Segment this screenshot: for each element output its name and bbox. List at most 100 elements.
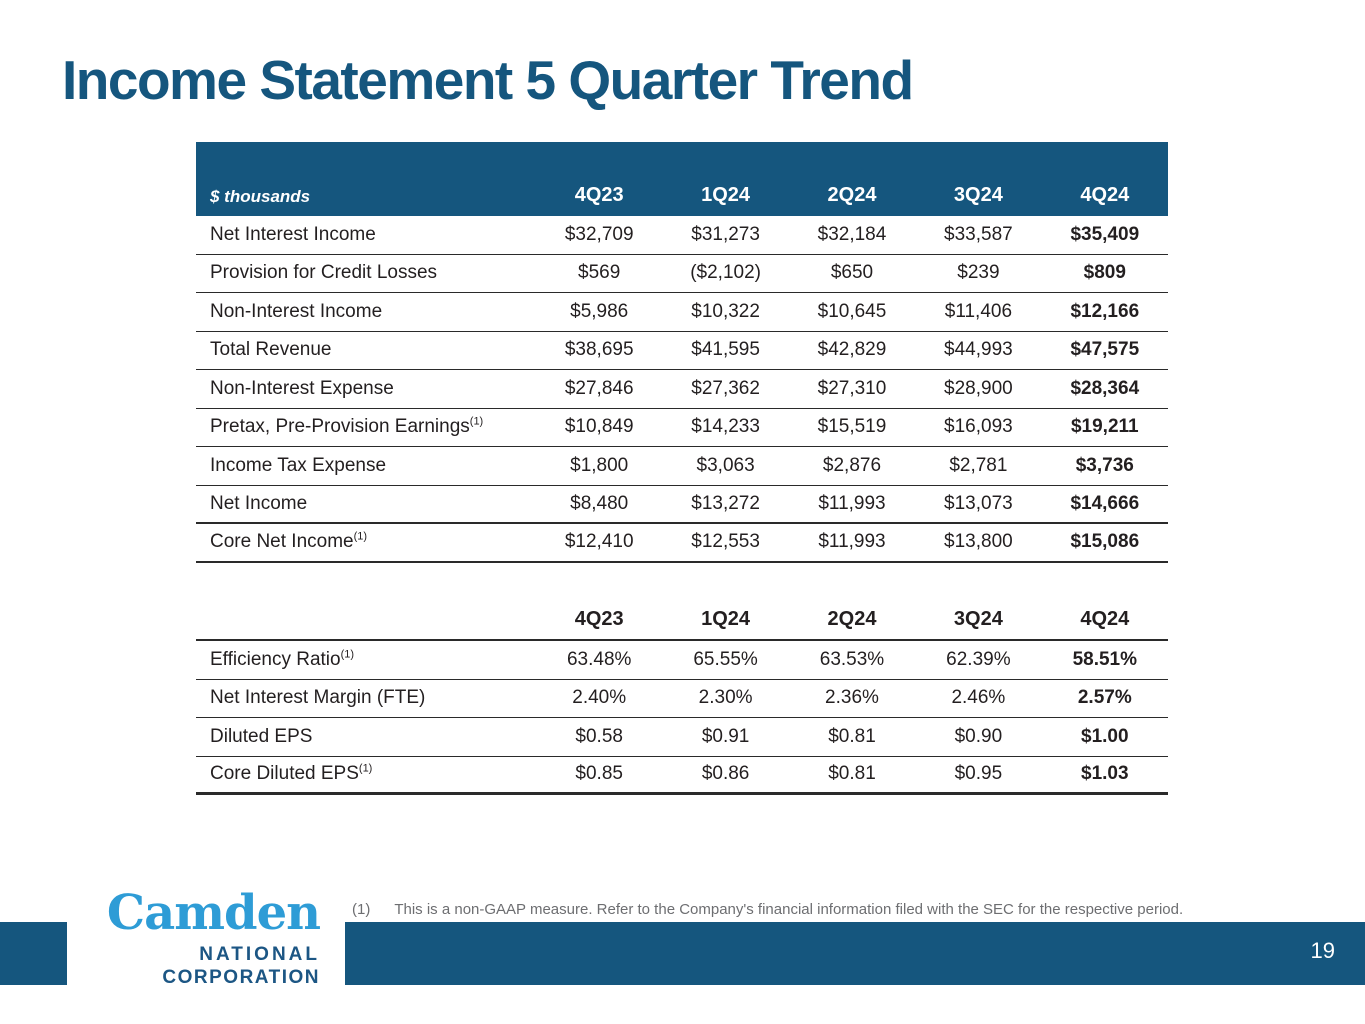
cell-3q24: $0.90 xyxy=(954,725,1003,747)
cell-2q24: $650 xyxy=(830,262,874,284)
row-label: Total Revenue xyxy=(210,339,332,361)
cell-4q23: $10,849 xyxy=(564,416,634,438)
cell-2q24: $15,519 xyxy=(817,416,887,438)
footer-bar-right: 19 xyxy=(345,922,1365,985)
row-label: Core Net Income(1) xyxy=(210,530,368,553)
cell-4q24: $3,736 xyxy=(1075,454,1134,476)
logo-line-national: NATIONAL xyxy=(199,944,320,966)
cell-2q24: $0.81 xyxy=(828,763,876,785)
table-row: Pretax, Pre-Provision Earnings(1) $10,84… xyxy=(196,409,1168,447)
cell-3q24: $16,093 xyxy=(944,416,1013,438)
table-row: Core Diluted EPS(1) $0.85 $0.86 $0.81 $0… xyxy=(196,757,1168,795)
cell-1q24: 2.30% xyxy=(698,687,753,709)
cell-4q24: $47,575 xyxy=(1070,339,1140,361)
cell-2q24: $27,310 xyxy=(817,377,887,399)
footnote: (1) This is a non-GAAP measure. Refer to… xyxy=(352,901,1183,918)
cell-4q23: $8,480 xyxy=(570,492,629,514)
cell-4q23: $5,986 xyxy=(570,300,629,322)
row-label: Core Diluted EPS(1) xyxy=(210,762,373,785)
table-row: Core Net Income(1) $12,410 $12,553 $11,9… xyxy=(196,524,1168,563)
table-row: Total Revenue $38,695 $41,595 $42,829 $4… xyxy=(196,332,1168,370)
table-row: Diluted EPS $0.58 $0.91 $0.81 $0.90 $1.0… xyxy=(196,718,1168,757)
cell-1q24: ($2,102) xyxy=(690,262,761,284)
footnote-text: This is a non-GAAP measure. Refer to the… xyxy=(394,901,1184,918)
row-label: Non-Interest Expense xyxy=(210,377,394,399)
table-row: Efficiency Ratio(1) 63.48% 65.55% 63.53%… xyxy=(196,641,1168,680)
income-statement-table: $ thousands 4Q23 1Q24 2Q24 3Q24 4Q24 Net… xyxy=(196,142,1168,563)
cell-3q24: $2,781 xyxy=(949,454,1008,476)
table-row: Provision for Credit Losses $569 ($2,102… xyxy=(196,255,1168,293)
cell-4q23: $27,846 xyxy=(564,377,634,399)
column-header-1q24: 1Q24 xyxy=(701,184,751,206)
column-header-4q24: 4Q24 xyxy=(1080,184,1130,206)
cell-4q24: $19,211 xyxy=(1070,416,1139,438)
table-row: Net Income $8,480 $13,272 $11,993 $13,07… xyxy=(196,486,1168,524)
cell-1q24: $10,322 xyxy=(691,300,760,322)
cell-4q23: $38,695 xyxy=(564,339,634,361)
cell-2q24: $2,876 xyxy=(822,454,882,476)
cell-2q24: $11,993 xyxy=(818,531,886,553)
cell-4q23: $0.85 xyxy=(575,763,623,785)
cell-2q24: $11,993 xyxy=(818,492,886,514)
row-label: Pretax, Pre-Provision Earnings(1) xyxy=(210,415,484,438)
cell-4q24: $14,666 xyxy=(1070,492,1140,514)
cell-3q24: 62.39% xyxy=(946,648,1011,670)
cell-1q24: $3,063 xyxy=(696,454,755,476)
column-header-3q24: 3Q24 xyxy=(953,184,1003,206)
logo-line-corporation: CORPORATION xyxy=(162,967,320,989)
logo-wordmark: Camden xyxy=(106,885,321,941)
cell-4q24: $12,166 xyxy=(1070,300,1140,322)
footnote-ref: (1) xyxy=(353,530,368,543)
cell-4q23: 2.40% xyxy=(572,687,627,709)
cell-1q24: $0.91 xyxy=(701,725,750,747)
cell-4q24: 2.57% xyxy=(1077,687,1132,709)
footnote-ref: (1) xyxy=(358,762,373,775)
row-label: Efficiency Ratio(1) xyxy=(210,648,355,670)
cell-4q23: $569 xyxy=(578,262,621,284)
cell-1q24: $13,272 xyxy=(691,492,760,514)
cell-2q24: $0.81 xyxy=(828,725,876,747)
cell-4q23: 63.48% xyxy=(566,648,632,670)
column-header-4q23: 4Q23 xyxy=(574,184,624,206)
row-label: Diluted EPS xyxy=(210,725,313,747)
column-header-4q24: 4Q24 xyxy=(1080,608,1130,630)
column-header-4q23: 4Q23 xyxy=(574,608,624,630)
cell-4q23: $12,410 xyxy=(564,531,634,553)
cell-3q24: $13,800 xyxy=(944,531,1013,553)
cell-3q24: $33,587 xyxy=(944,223,1013,245)
table-header-row: $ thousands 4Q23 1Q24 2Q24 3Q24 4Q24 xyxy=(196,142,1168,216)
cell-3q24: $0.95 xyxy=(954,763,1003,785)
cell-1q24: $0.86 xyxy=(701,763,750,785)
cell-1q24: $12,553 xyxy=(691,531,760,553)
cell-1q24: $41,595 xyxy=(691,339,760,361)
row-label: Net Interest Income xyxy=(210,223,376,245)
footnote-marker: (1) xyxy=(352,901,371,918)
cell-4q23: $0.58 xyxy=(575,725,623,747)
table-row: Non-Interest Expense $27,846 $27,362 $27… xyxy=(196,370,1168,409)
row-label: Income Tax Expense xyxy=(210,454,387,476)
page-title: Income Statement 5 Quarter Trend xyxy=(62,49,914,111)
column-header-2q24: 2Q24 xyxy=(827,184,877,206)
row-label: Net Interest Margin (FTE) xyxy=(210,687,426,709)
row-label: Non-Interest Income xyxy=(210,300,383,322)
cell-3q24: $28,900 xyxy=(944,377,1013,399)
table-row: Net Interest Income $32,709 $31,273 $32,… xyxy=(196,216,1168,255)
cell-4q24: $15,086 xyxy=(1070,531,1140,553)
cell-2q24: 2.36% xyxy=(825,687,879,709)
footnote-ref: (1) xyxy=(469,415,484,428)
cell-3q24: $13,073 xyxy=(944,492,1013,514)
cell-1q24: $14,233 xyxy=(691,416,760,438)
unit-label: $ thousands xyxy=(210,187,311,206)
cell-3q24: $44,993 xyxy=(944,339,1013,361)
cell-2q24: $42,829 xyxy=(817,339,887,361)
footer-bar-left xyxy=(0,922,67,985)
cell-1q24: 65.55% xyxy=(693,648,758,670)
cell-4q24: $35,409 xyxy=(1070,223,1140,245)
cell-3q24: $239 xyxy=(957,262,1000,284)
cell-4q24: $28,364 xyxy=(1070,377,1140,399)
page-number: 19 xyxy=(1310,938,1335,963)
cell-2q24: 63.53% xyxy=(819,648,885,670)
cell-1q24: $31,273 xyxy=(691,223,760,245)
cell-4q23: $1,800 xyxy=(570,454,629,476)
